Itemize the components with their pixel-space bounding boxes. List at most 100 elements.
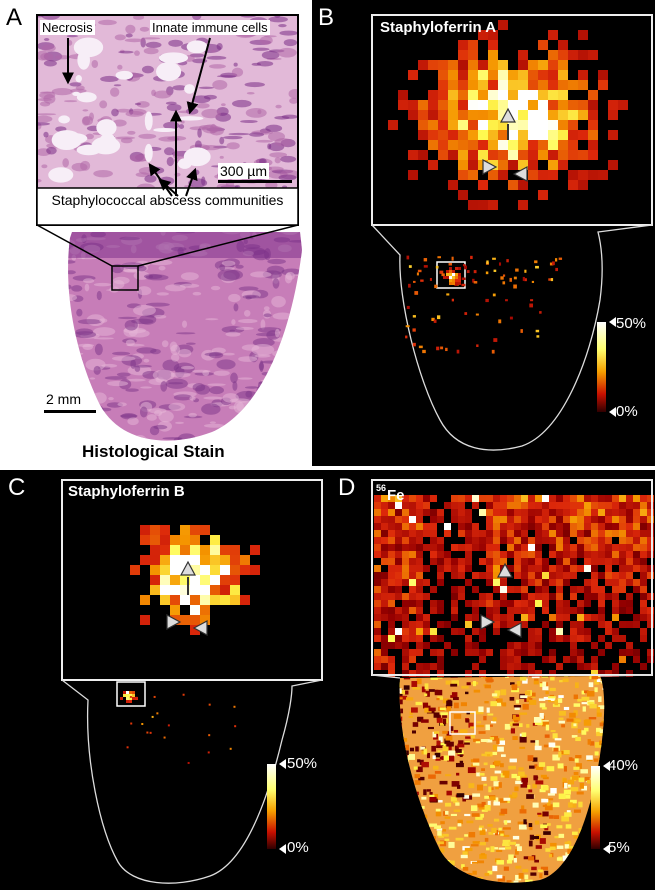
heatmap-pixel — [458, 523, 465, 530]
tissue-texture — [29, 122, 50, 126]
heatmap-pixel — [190, 535, 200, 545]
heatmap-pixel — [438, 120, 448, 130]
fe-pixel — [424, 749, 427, 755]
fe-pixel — [511, 728, 515, 733]
fe-pixel — [575, 719, 581, 722]
heatmap-pixel — [521, 586, 528, 593]
heatmap-pixel — [577, 551, 584, 558]
fe-pixel — [559, 711, 566, 716]
fe-pixel — [499, 740, 505, 744]
heatmap-pixel — [556, 586, 563, 593]
heatmap-pixel — [528, 509, 535, 516]
fe-pixel — [479, 826, 484, 828]
heatmap-pixel — [468, 50, 478, 60]
heatmap-pixel — [416, 621, 423, 628]
heatmap-pixel — [230, 575, 240, 585]
heatmap-pixel — [458, 170, 468, 180]
tissue-texture — [294, 438, 299, 449]
heatmap-pixel — [479, 537, 486, 544]
heatmap-pixel — [486, 544, 493, 551]
fe-pixel — [513, 723, 519, 725]
heatmap-pixel — [640, 516, 647, 523]
heatmap-pixel — [210, 595, 220, 605]
tissue-texture — [62, 158, 69, 167]
tissue-texture — [192, 370, 210, 373]
heatmap-pixel — [402, 600, 409, 607]
fe-pixel — [522, 732, 527, 737]
fe-pixel — [478, 706, 483, 712]
heatmap-pixel — [563, 551, 570, 558]
heatmap-pixel — [458, 530, 465, 537]
heatmap-pixel — [598, 621, 605, 628]
heatmap-pixel — [374, 656, 381, 663]
heatmap-pixel — [570, 621, 577, 628]
heatmap-pixel — [409, 572, 416, 579]
heatmap-pixel — [577, 607, 584, 614]
heatmap-pixel — [374, 607, 381, 614]
heatmap-pixel — [598, 635, 605, 642]
tissue-texture — [229, 405, 237, 409]
heatmap-pixel — [521, 551, 528, 558]
colorbar — [267, 764, 276, 849]
fe-pixel — [538, 870, 543, 873]
heatmap-pixel — [598, 544, 605, 551]
heatmap-pixel — [598, 614, 605, 621]
fe-pixel — [581, 697, 589, 701]
heatmap-pixel — [402, 656, 409, 663]
fe-pixel — [548, 696, 556, 698]
heatmap-pixel — [549, 656, 556, 663]
heatmap-pixel — [548, 60, 558, 70]
tissue-texture — [82, 344, 93, 350]
fe-pixel — [564, 750, 570, 754]
heatmap-pixel — [538, 170, 548, 180]
heatmap-pixel — [446, 273, 449, 276]
tissue-texture — [76, 309, 82, 317]
signal-speck — [486, 271, 488, 274]
fe-pixel — [589, 717, 596, 719]
heatmap-pixel — [437, 579, 444, 586]
fe-pixel — [481, 768, 485, 771]
fe-pixel — [573, 723, 576, 726]
heatmap-pixel — [612, 551, 619, 558]
heatmap-pixel — [577, 509, 584, 516]
signal-speck — [485, 299, 488, 302]
heatmap-pixel — [507, 614, 514, 621]
heatmap-pixel — [160, 575, 170, 585]
heatmap-pixel — [458, 572, 465, 579]
heatmap-pixel — [588, 150, 598, 160]
heatmap-pixel — [210, 585, 220, 595]
fe-pixel — [421, 719, 429, 722]
heatmap-pixel — [514, 656, 521, 663]
fe-pixel — [405, 691, 409, 695]
fe-pixel — [544, 871, 548, 875]
heatmap-pixel — [437, 551, 444, 558]
heatmap-pixel — [381, 572, 388, 579]
heatmap-pixel — [640, 565, 647, 572]
tissue-texture — [278, 24, 286, 27]
heatmap-pixel — [521, 530, 528, 537]
signal-speck — [494, 270, 497, 272]
heatmap-pixel — [563, 495, 570, 502]
heatmap-pixel — [448, 60, 458, 70]
tissue-texture — [174, 394, 192, 400]
heatmap-pixel — [612, 586, 619, 593]
heatmap-pixel — [605, 502, 612, 509]
fe-pixel — [495, 787, 499, 789]
heatmap-pixel — [486, 572, 493, 579]
heatmap-pixel — [570, 509, 577, 516]
fe-pixel — [518, 772, 525, 777]
tissue-texture — [263, 430, 270, 439]
fe-pixel — [550, 677, 555, 681]
heatmap-pixel — [508, 70, 518, 80]
heatmap-pixel — [508, 80, 518, 90]
fe-pixel — [543, 786, 549, 791]
heatmap-pixel — [395, 642, 402, 649]
tissue-texture — [127, 417, 138, 425]
heatmap-pixel — [498, 20, 508, 30]
heatmap-pixel — [416, 614, 423, 621]
tissue-texture — [291, 376, 303, 385]
heatmap-pixel — [542, 579, 549, 586]
tissue-texture — [239, 414, 250, 420]
tissue-texture — [261, 431, 285, 440]
heatmap-pixel — [514, 516, 521, 523]
